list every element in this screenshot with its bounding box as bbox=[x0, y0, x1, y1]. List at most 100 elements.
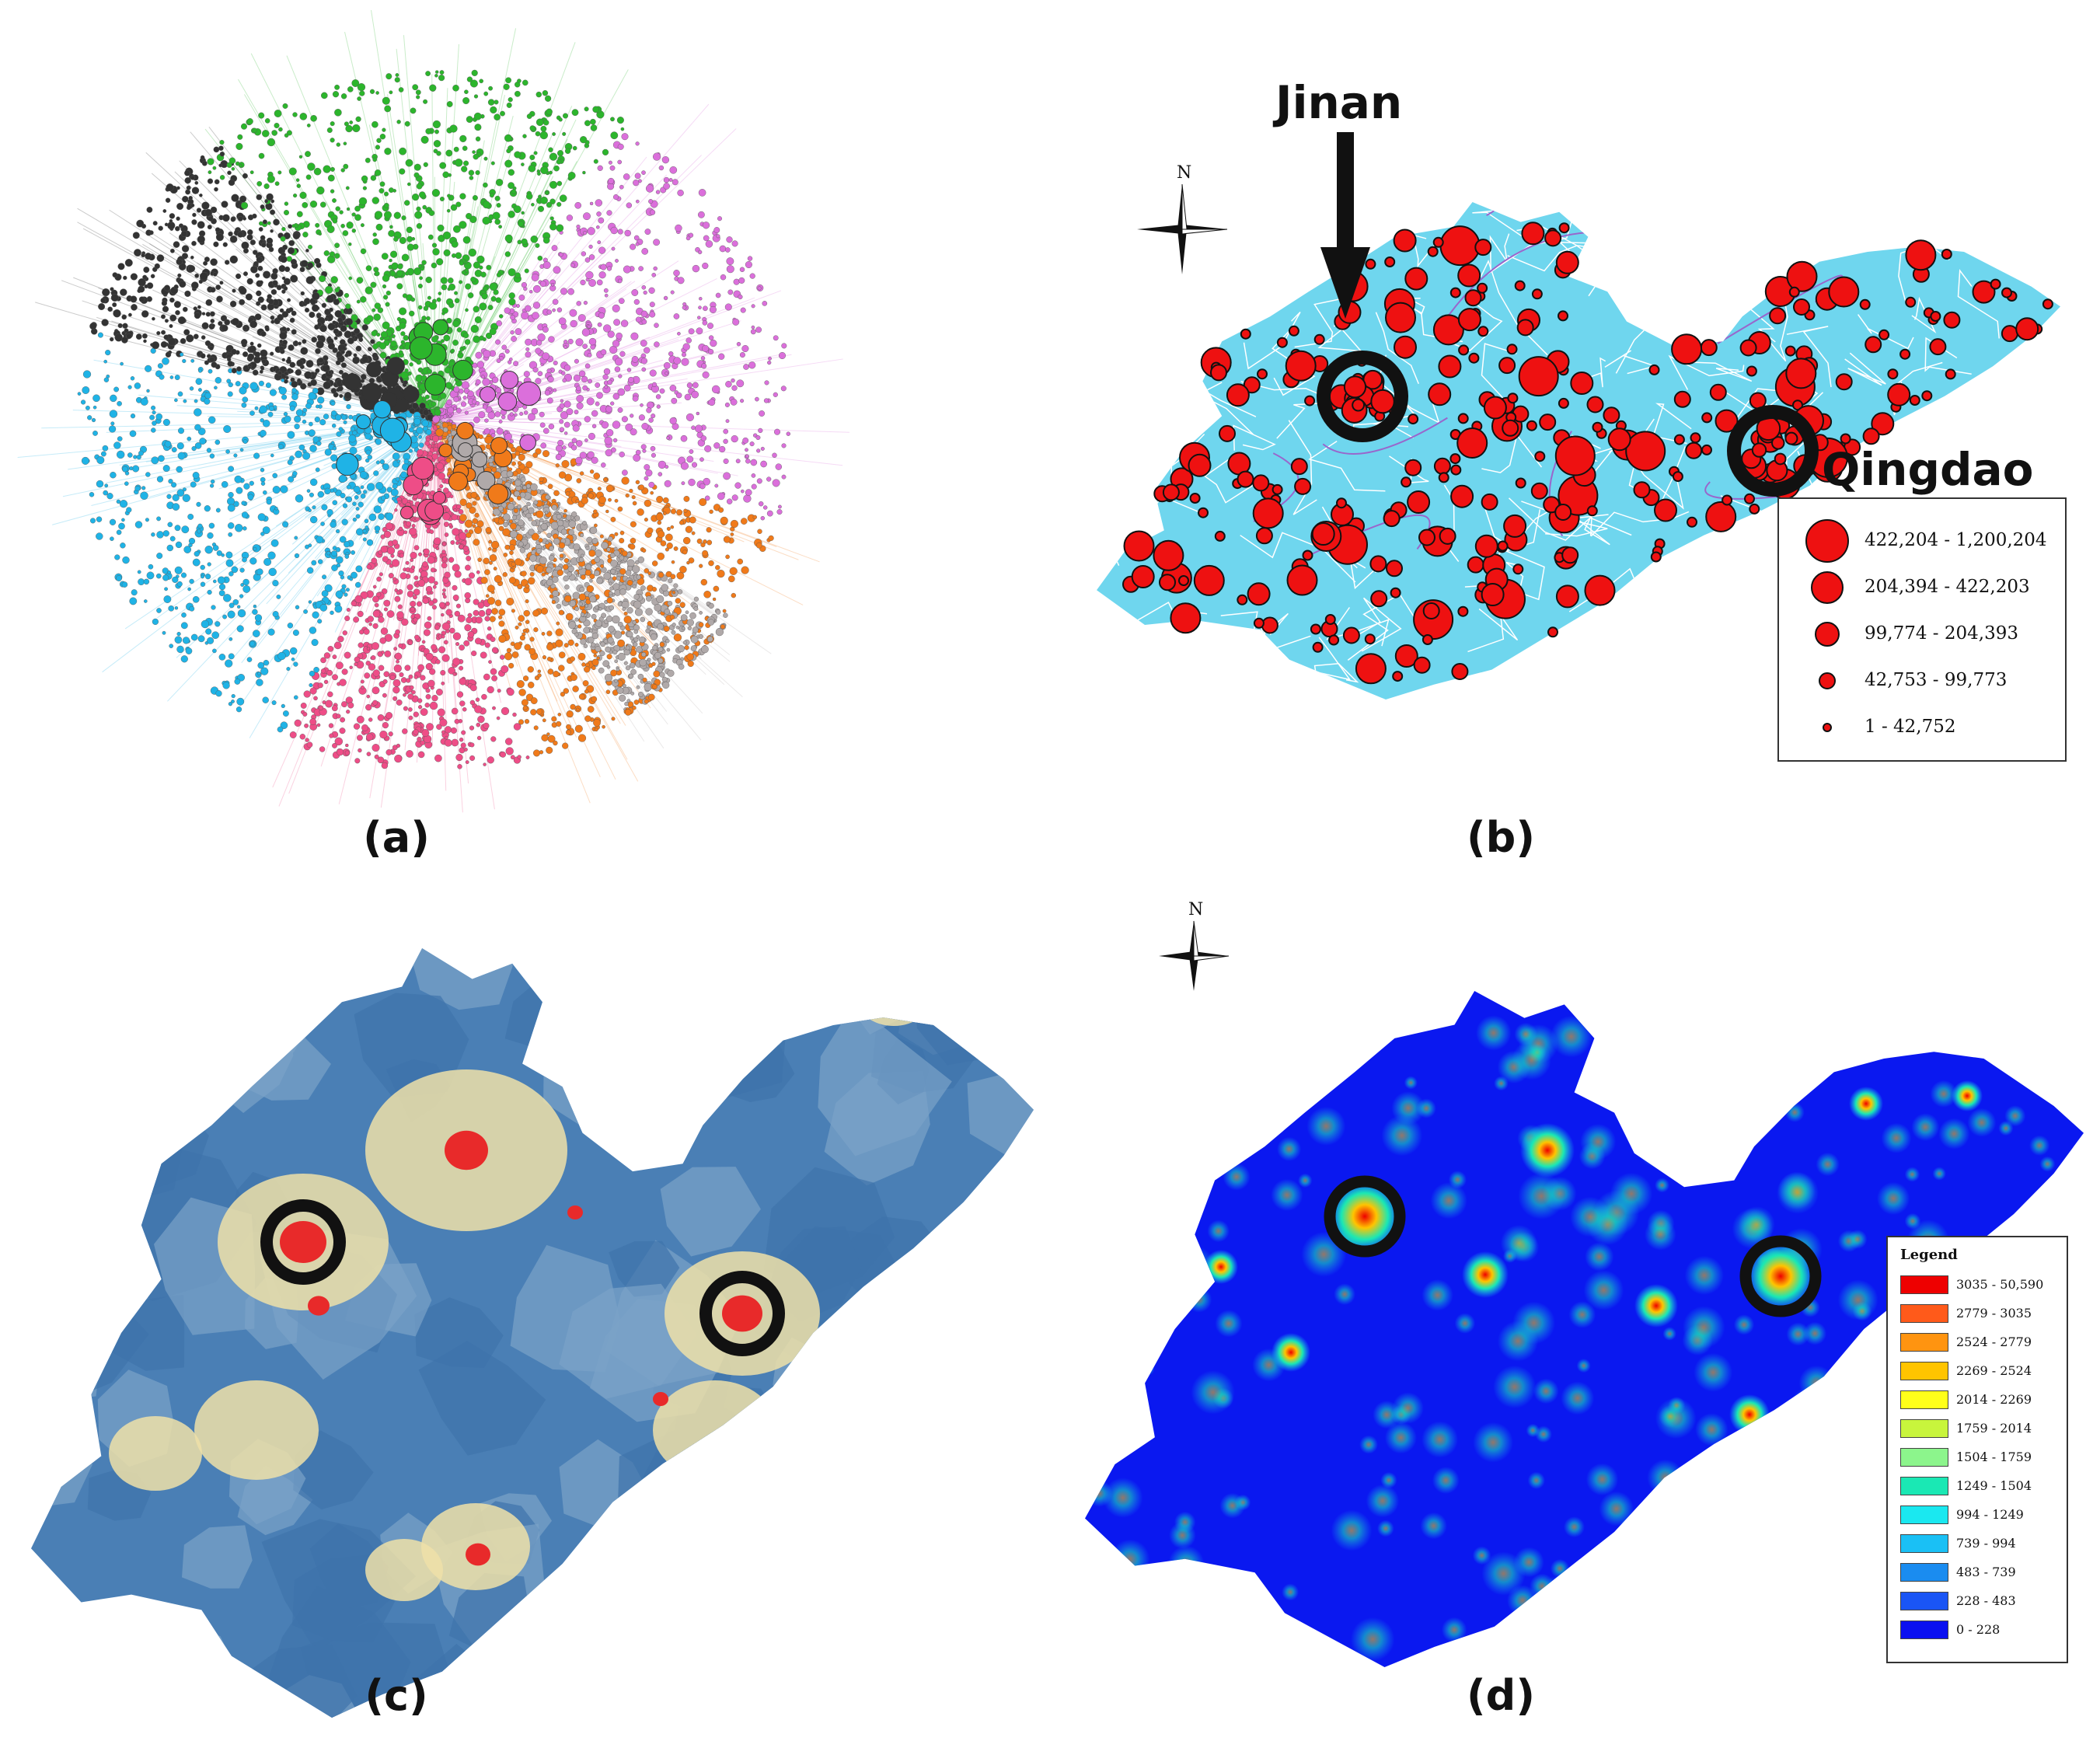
network-node bbox=[741, 518, 748, 525]
network-node bbox=[358, 337, 364, 343]
network-node bbox=[148, 230, 154, 236]
network-node bbox=[535, 91, 542, 98]
network-node bbox=[434, 129, 439, 134]
network-node bbox=[332, 91, 340, 98]
network-node bbox=[623, 661, 628, 665]
network-node bbox=[316, 340, 324, 349]
network-node bbox=[537, 669, 541, 673]
network-node bbox=[682, 626, 685, 630]
network-node bbox=[344, 651, 351, 659]
network-node bbox=[636, 199, 640, 204]
network-node bbox=[453, 225, 461, 233]
network-node bbox=[425, 694, 431, 700]
network-node bbox=[648, 199, 654, 204]
network-node bbox=[419, 191, 426, 198]
network-node bbox=[436, 151, 441, 156]
network-node bbox=[406, 243, 415, 251]
network-node bbox=[606, 654, 612, 660]
network-node bbox=[146, 206, 153, 213]
network-node bbox=[270, 539, 279, 547]
network-node bbox=[221, 324, 228, 332]
network-node bbox=[633, 594, 640, 600]
network-node bbox=[129, 597, 138, 605]
network-node bbox=[332, 218, 338, 224]
network-node bbox=[525, 599, 529, 604]
network-node bbox=[198, 368, 203, 373]
network-node bbox=[459, 280, 463, 284]
network-node bbox=[591, 456, 598, 464]
network-node bbox=[438, 74, 445, 82]
network-node bbox=[623, 611, 628, 616]
network-node bbox=[608, 536, 613, 542]
network-node bbox=[603, 288, 609, 293]
network-node bbox=[249, 410, 255, 416]
network-node bbox=[198, 279, 203, 284]
network-node bbox=[522, 506, 528, 512]
network-node bbox=[574, 358, 579, 364]
network-node bbox=[462, 346, 466, 351]
network-node bbox=[207, 158, 215, 166]
network-node bbox=[365, 525, 369, 530]
network-node bbox=[645, 608, 653, 616]
network-node bbox=[596, 656, 600, 660]
network-node bbox=[470, 324, 479, 333]
network-node bbox=[399, 147, 406, 155]
network-node bbox=[180, 352, 184, 357]
network-node bbox=[475, 637, 482, 645]
network-node bbox=[567, 288, 574, 295]
network-node bbox=[555, 454, 562, 461]
network-node bbox=[431, 695, 438, 702]
network-node bbox=[281, 703, 285, 709]
network-node bbox=[417, 705, 423, 710]
network-node bbox=[148, 563, 154, 570]
network-node bbox=[546, 567, 553, 574]
network-node bbox=[619, 184, 624, 190]
network-node bbox=[693, 606, 699, 611]
network-node bbox=[296, 359, 304, 367]
network-node bbox=[306, 123, 311, 127]
network-node bbox=[405, 560, 410, 565]
network-node bbox=[183, 546, 191, 553]
network-node bbox=[296, 183, 301, 188]
network-node bbox=[305, 738, 309, 742]
network-node bbox=[215, 508, 221, 513]
network-node bbox=[563, 595, 572, 603]
network-node bbox=[652, 645, 658, 651]
network-node bbox=[131, 589, 138, 596]
network-node bbox=[335, 360, 341, 365]
network-node bbox=[454, 291, 459, 295]
network-node bbox=[594, 523, 598, 528]
network-node bbox=[612, 576, 617, 581]
network-node bbox=[542, 718, 546, 723]
network-node bbox=[401, 618, 409, 626]
network-node bbox=[530, 235, 539, 243]
network-node bbox=[509, 412, 514, 417]
network-node bbox=[169, 248, 175, 253]
network-node bbox=[544, 190, 549, 195]
network-node bbox=[254, 313, 262, 321]
network-node bbox=[312, 611, 319, 619]
network-node bbox=[405, 271, 410, 276]
network-node bbox=[630, 538, 637, 544]
network-node bbox=[451, 240, 459, 248]
network-node bbox=[541, 572, 546, 577]
network-node bbox=[598, 616, 604, 622]
network-node bbox=[485, 594, 490, 598]
network-node bbox=[508, 268, 516, 277]
network-node bbox=[375, 460, 380, 465]
network-node bbox=[354, 661, 358, 667]
network-node bbox=[583, 626, 590, 634]
network-node bbox=[532, 512, 537, 516]
network-node bbox=[635, 480, 640, 485]
network-node bbox=[156, 476, 164, 483]
network-node bbox=[330, 276, 338, 284]
network-node bbox=[516, 304, 520, 308]
network-node bbox=[475, 379, 481, 385]
network-node bbox=[438, 291, 442, 295]
network-node bbox=[322, 574, 327, 580]
network-node bbox=[336, 563, 341, 568]
network-node bbox=[185, 189, 191, 195]
network-node bbox=[650, 490, 654, 495]
network-node bbox=[636, 685, 640, 689]
network-node bbox=[644, 568, 650, 574]
